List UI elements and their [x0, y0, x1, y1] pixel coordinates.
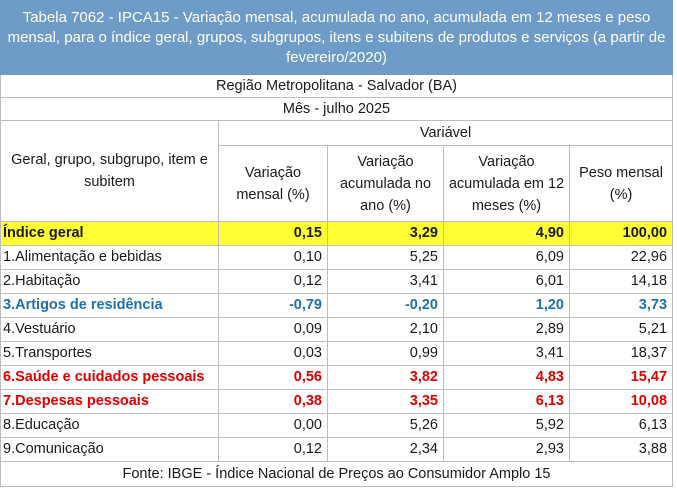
twelve-month-value: 5,92: [443, 413, 570, 438]
twelve-month-value: 4,83: [443, 365, 570, 390]
row-name: 6.Saúde e cuidados pessoais: [0, 365, 219, 390]
weight-value: 100,00: [568, 221, 674, 246]
table-title: Tabela 7062 - IPCA15 - Variação mensal, …: [0, 0, 674, 75]
twelve-month-value: 2,93: [443, 437, 570, 462]
ytd-value: 2,34: [327, 437, 444, 462]
table-row: 4.Vestuário 0,09 2,10 2,89 5,21: [0, 317, 674, 342]
monthly-value: 0,03: [218, 341, 328, 366]
table-row: 2.Habitação 0,12 3,41 6,01 14,18: [0, 269, 674, 294]
row-name: Índice geral: [0, 221, 219, 246]
table-row: 1.Alimentação e bebidas 0,10 5,25 6,09 22,96: [0, 245, 674, 270]
row-name: 4.Vestuário: [0, 317, 219, 342]
row-name: 8.Educação: [0, 413, 219, 438]
twelve-month-value: 6,09: [443, 245, 570, 270]
col-header-weight: Peso mensal (%): [568, 145, 674, 222]
monthly-value: 0,09: [218, 317, 328, 342]
monthly-value: 0,12: [218, 437, 328, 462]
col-header-monthly: Variação mensal (%): [218, 145, 328, 222]
row-name: 1.Alimentação e bebidas: [0, 245, 219, 270]
table-row: 3.Artigos de residência -0,79 -0,20 1,20 3,7…: [0, 293, 674, 318]
row-name: 3.Artigos de residência: [0, 293, 219, 318]
twelve-month-value: 1,20: [443, 293, 570, 318]
ytd-value: 0,99: [327, 341, 444, 366]
twelve-month-value: 3,41: [443, 341, 570, 366]
table-row: 5.Transportes 0,03 0,99 3,41 18,37: [0, 341, 674, 366]
weight-value: 3,73: [568, 293, 674, 318]
twelve-month-value: 2,89: [443, 317, 570, 342]
row-name: 9.Comunicação: [0, 437, 219, 462]
variable-header: Variável: [217, 120, 674, 146]
row-name: 5.Transportes: [0, 341, 219, 366]
weight-value: 3,88: [568, 437, 674, 462]
ytd-value: 3,29: [327, 221, 444, 246]
weight-value: 22,96: [568, 245, 674, 270]
twelve-month-value: 6,01: [443, 269, 570, 294]
ytd-value: 3,35: [327, 389, 444, 414]
weight-value: 14,18: [568, 269, 674, 294]
table-row: Índice geral 0,15 3,29 4,90 100,00: [0, 221, 674, 246]
twelve-month-value: 6,13: [443, 389, 570, 414]
ytd-value: 3,82: [327, 365, 444, 390]
weight-value: 10,08: [568, 389, 674, 414]
table-row: 9.Comunicação 0,12 2,34 2,93 3,88: [0, 437, 674, 462]
weight-value: 18,37: [568, 341, 674, 366]
monthly-value: 0,56: [218, 365, 328, 390]
weight-value: 6,13: [568, 413, 674, 438]
col-header-12m: Variação acumulada em 12 meses (%): [443, 145, 570, 222]
monthly-value: 0,12: [218, 269, 328, 294]
row-label-header: Geral, grupo, subgrupo, item e subitem: [0, 120, 219, 222]
row-name: 7.Despesas pessoais: [0, 389, 219, 414]
row-name: 2.Habitação: [0, 269, 219, 294]
ytd-value: 3,41: [327, 269, 444, 294]
monthly-value: 0,38: [218, 389, 328, 414]
data-rows: Índice geral 0,15 3,29 4,90 100,00 1.Alimenta…: [0, 221, 674, 462]
table-row: 7.Despesas pessoais 0,38 3,35 6,13 10,08: [0, 389, 674, 414]
ytd-value: 5,26: [327, 413, 444, 438]
monthly-value: 0,10: [218, 245, 328, 270]
monthly-value: 0,15: [218, 221, 328, 246]
month-label: Mês - julho 2025: [0, 97, 674, 121]
monthly-value: 0,00: [218, 413, 328, 438]
monthly-value: -0,79: [218, 293, 328, 318]
table-row: 6.Saúde e cuidados pessoais 0,56 3,82 4,83 1…: [0, 365, 674, 390]
ytd-value: 2,10: [327, 317, 444, 342]
twelve-month-value: 4,90: [443, 221, 570, 246]
region-label: Região Metropolitana - Salvador (BA): [0, 74, 674, 98]
col-header-ytd: Variação acumulada no ano (%): [327, 145, 444, 222]
ytd-value: -0,20: [327, 293, 444, 318]
ytd-value: 5,25: [327, 245, 444, 270]
weight-value: 15,47: [568, 365, 674, 390]
table-row: 8.Educação 0,00 5,26 5,92 6,13: [0, 413, 674, 438]
source-footer: Fonte: IBGE - Índice Nacional de Preços …: [0, 461, 674, 487]
weight-value: 5,21: [568, 317, 674, 342]
